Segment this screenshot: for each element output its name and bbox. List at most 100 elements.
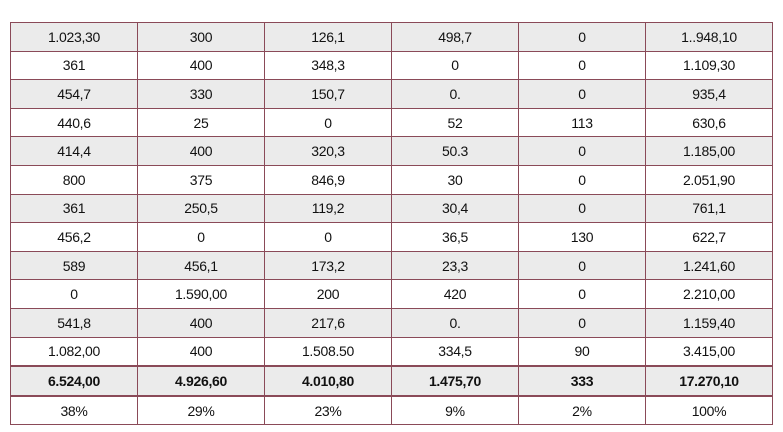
table-cell: 334,5 xyxy=(391,336,519,367)
table-cell: 1..948,10 xyxy=(645,22,773,52)
table-cell: 9% xyxy=(391,395,519,426)
table-cell: 52 xyxy=(391,107,519,138)
data-table: 1.023,30 300 126,1 498,7 0 1..948,10 361 400 348… xyxy=(10,22,773,426)
table-cell: 361 xyxy=(10,50,138,81)
table-row: 0 1.590,00 200 420 0 2.210,00 xyxy=(10,279,773,309)
table-cell: 400 xyxy=(137,50,265,81)
table-cell: 0. xyxy=(391,79,519,109)
table-cell: 4.926,60 xyxy=(137,365,265,397)
table-cell: 25 xyxy=(137,107,265,138)
table-cell: 217,6 xyxy=(264,307,392,338)
table-cell: 1.508.50 xyxy=(264,336,392,367)
table-cell: 0 xyxy=(518,250,646,281)
table-row: 414,4 400 320,3 50.3 0 1.185,00 xyxy=(10,136,773,166)
table-cell: 589 xyxy=(10,250,138,281)
table-cell: 320,3 xyxy=(264,136,392,166)
table-cell: 30,4 xyxy=(391,193,519,224)
table-cell: 36,5 xyxy=(391,222,519,252)
table-cell: 400 xyxy=(137,336,265,367)
table-cell: 1.082,00 xyxy=(10,336,138,367)
table-cell: 4.010,80 xyxy=(264,365,392,397)
table-cell: 420 xyxy=(391,279,519,309)
table-row: 456,2 0 0 36,5 130 622,7 xyxy=(10,222,773,252)
table-row: 589 456,1 173,2 23,3 0 1.241,60 xyxy=(10,250,773,281)
table-cell: 1.023,30 xyxy=(10,22,138,52)
table-cell: 2.051,90 xyxy=(645,164,773,195)
table-cell: 456,2 xyxy=(10,222,138,252)
table-row: 454,7 330 150,7 0. 0 935,4 xyxy=(10,79,773,109)
table-cell: 622,7 xyxy=(645,222,773,252)
table-row: 541,8 400 217,6 0. 0 1.159,40 xyxy=(10,307,773,338)
table-row: 6.524,00 4.926,60 4.010,80 1.475,70 333 17.27… xyxy=(10,365,773,397)
table-cell: 2.210,00 xyxy=(645,279,773,309)
table-row: 361 400 348,3 0 0 1.109,30 xyxy=(10,50,773,81)
table-cell: 375 xyxy=(137,164,265,195)
table-cell: 1.590,00 xyxy=(137,279,265,309)
table-cell: 541,8 xyxy=(10,307,138,338)
table-cell: 29% xyxy=(137,395,265,426)
table-row: 1.023,30 300 126,1 498,7 0 1..948,10 xyxy=(10,22,773,52)
table-cell: 0 xyxy=(264,222,392,252)
table-cell: 173,2 xyxy=(264,250,392,281)
table-row: 1.082,00 400 1.508.50 334,5 90 3.415,00 xyxy=(10,336,773,367)
table-cell: 761,1 xyxy=(645,193,773,224)
table-cell: 2% xyxy=(518,395,646,426)
table-cell: 0 xyxy=(518,164,646,195)
table-row: 38% 29% 23% 9% 2% 100% xyxy=(10,395,773,426)
table-cell: 300 xyxy=(137,22,265,52)
table-cell: 400 xyxy=(137,136,265,166)
table-cell: 846,9 xyxy=(264,164,392,195)
table-cell: 0. xyxy=(391,307,519,338)
table-cell: 456,1 xyxy=(137,250,265,281)
table-cell: 630,6 xyxy=(645,107,773,138)
table-cell: 38% xyxy=(10,395,138,426)
table-cell: 3.415,00 xyxy=(645,336,773,367)
table-cell: 0 xyxy=(10,279,138,309)
table-cell: 30 xyxy=(391,164,519,195)
table-cell: 935,4 xyxy=(645,79,773,109)
table-cell: 440,6 xyxy=(10,107,138,138)
table-cell: 0 xyxy=(518,193,646,224)
table-cell: 800 xyxy=(10,164,138,195)
table-cell: 150,7 xyxy=(264,79,392,109)
table-cell: 17.270,10 xyxy=(645,365,773,397)
table-cell: 0 xyxy=(137,222,265,252)
table-cell: 361 xyxy=(10,193,138,224)
table-cell: 498,7 xyxy=(391,22,519,52)
table-cell: 250,5 xyxy=(137,193,265,224)
table-cell: 6.524,00 xyxy=(10,365,138,397)
table-cell: 0 xyxy=(518,136,646,166)
table-cell: 50.3 xyxy=(391,136,519,166)
table-cell: 330 xyxy=(137,79,265,109)
table-cell: 1.241,60 xyxy=(645,250,773,281)
table-cell: 90 xyxy=(518,336,646,367)
table-cell: 23,3 xyxy=(391,250,519,281)
table-cell: 23% xyxy=(264,395,392,426)
table-cell: 400 xyxy=(137,307,265,338)
table-cell: 130 xyxy=(518,222,646,252)
table-cell: 0 xyxy=(391,50,519,81)
table-cell: 1.159,40 xyxy=(645,307,773,338)
table-cell: 1.475,70 xyxy=(391,365,519,397)
table-cell: 0 xyxy=(518,79,646,109)
table-cell: 0 xyxy=(264,107,392,138)
table-cell: 0 xyxy=(518,307,646,338)
table-cell: 0 xyxy=(518,279,646,309)
table-cell: 333 xyxy=(518,365,646,397)
table-cell: 113 xyxy=(518,107,646,138)
table-cell: 0 xyxy=(518,50,646,81)
table-row: 800 375 846,9 30 0 2.051,90 xyxy=(10,164,773,195)
table-cell: 200 xyxy=(264,279,392,309)
table-cell: 100% xyxy=(645,395,773,426)
table-cell: 414,4 xyxy=(10,136,138,166)
table-cell: 348,3 xyxy=(264,50,392,81)
table-row: 440,6 25 0 52 113 630,6 xyxy=(10,107,773,138)
table-cell: 0 xyxy=(518,22,646,52)
table-cell: 1.109,30 xyxy=(645,50,773,81)
table-row: 361 250,5 119,2 30,4 0 761,1 xyxy=(10,193,773,224)
table-cell: 119,2 xyxy=(264,193,392,224)
table-cell: 1.185,00 xyxy=(645,136,773,166)
table-cell: 454,7 xyxy=(10,79,138,109)
table-cell: 126,1 xyxy=(264,22,392,52)
